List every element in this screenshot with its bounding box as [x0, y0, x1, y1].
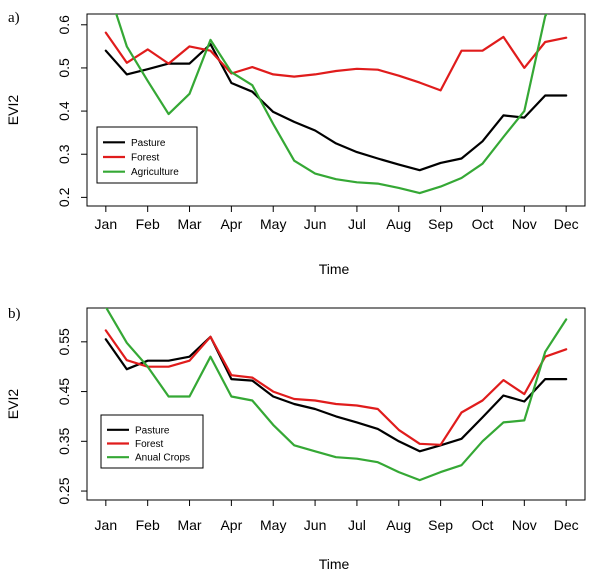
x-axis-title: Time [319, 261, 350, 277]
x-tick-label: Feb [136, 216, 160, 232]
panel-tag: b) [8, 306, 21, 322]
legend-label: Forest [131, 153, 160, 164]
y-tick-label: 0.3 [56, 144, 72, 164]
y-tick-label: 0.2 [56, 187, 72, 207]
y-tick-label: 0.4 [56, 101, 72, 121]
x-tick-label: Apr [220, 517, 242, 533]
chart-panel-b: b) Jan Feb Mar Apr May Jun Jul Aug Sep Oct Nov Dec 0.… [5, 306, 586, 572]
series-lines [104, 14, 568, 195]
x-tick-label: Mar [177, 517, 201, 533]
legend-label: Pasture [131, 138, 166, 149]
series-lines [104, 308, 568, 482]
legend-box [100, 414, 204, 469]
x-tick-label: Mar [177, 216, 201, 232]
legend-label: Agriculture [131, 167, 179, 178]
y-tick-label: 0.25 [56, 477, 72, 504]
x-tick-label: May [260, 517, 286, 533]
legend-label: Pasture [135, 425, 170, 436]
series-line-forest [104, 31, 568, 92]
y-tick-label: 0.55 [56, 328, 72, 355]
series-line-agriculture [115, 14, 548, 195]
x-tick-label: Jul [348, 517, 366, 533]
x-tick-label: Jan [95, 216, 118, 232]
x-tick-label: Aug [386, 216, 411, 232]
x-tick-label: Oct [472, 216, 494, 232]
legend-label: Anual Crops [135, 453, 190, 464]
x-tick-label: Jul [348, 216, 366, 232]
x-tick-label: Aug [386, 517, 411, 533]
x-tick-label: Oct [472, 517, 494, 533]
y-tick-label: 0.6 [56, 15, 72, 35]
x-tick-label: Dec [554, 216, 579, 232]
x-tick-label: Dec [554, 517, 579, 533]
legend: Pasture Forest Anual Crops [100, 414, 204, 469]
x-tick-label: Nov [512, 517, 537, 533]
series-line-pasture [104, 335, 568, 453]
y-axis-title: EVI2 [5, 95, 21, 126]
panel-tag: a) [8, 10, 20, 26]
series-line-forest [104, 329, 568, 446]
chart-panel-a: a) Jan Feb Mar Apr May Jun Jul Aug Sep Oct Nov Dec 0.… [5, 10, 586, 277]
legend-label: Forest [135, 439, 164, 450]
series-line-anual-crops [105, 308, 568, 482]
x-tick-label: Nov [512, 216, 537, 232]
x-tick-label: Sep [428, 216, 453, 232]
series-line-pasture [104, 43, 568, 172]
x-tick-label: Jun [304, 216, 327, 232]
x-tick-label: Jan [95, 517, 118, 533]
x-tick-label: Jun [304, 517, 327, 533]
legend-box [96, 126, 198, 184]
plot-frame [86, 307, 586, 501]
y-axis-title: EVI2 [5, 389, 21, 420]
x-tick-label: Apr [220, 216, 242, 232]
y-tick-label: 0.5 [56, 58, 72, 78]
x-tick-label: Feb [136, 517, 160, 533]
x-tick-label: May [260, 216, 286, 232]
y-tick-label: 0.45 [56, 378, 72, 405]
y-tick-label: 0.35 [56, 427, 72, 454]
plot-frame [86, 13, 586, 207]
x-tick-label: Sep [428, 517, 453, 533]
legend: Pasture Forest Agriculture [96, 126, 198, 184]
x-axis-title: Time [319, 556, 350, 572]
